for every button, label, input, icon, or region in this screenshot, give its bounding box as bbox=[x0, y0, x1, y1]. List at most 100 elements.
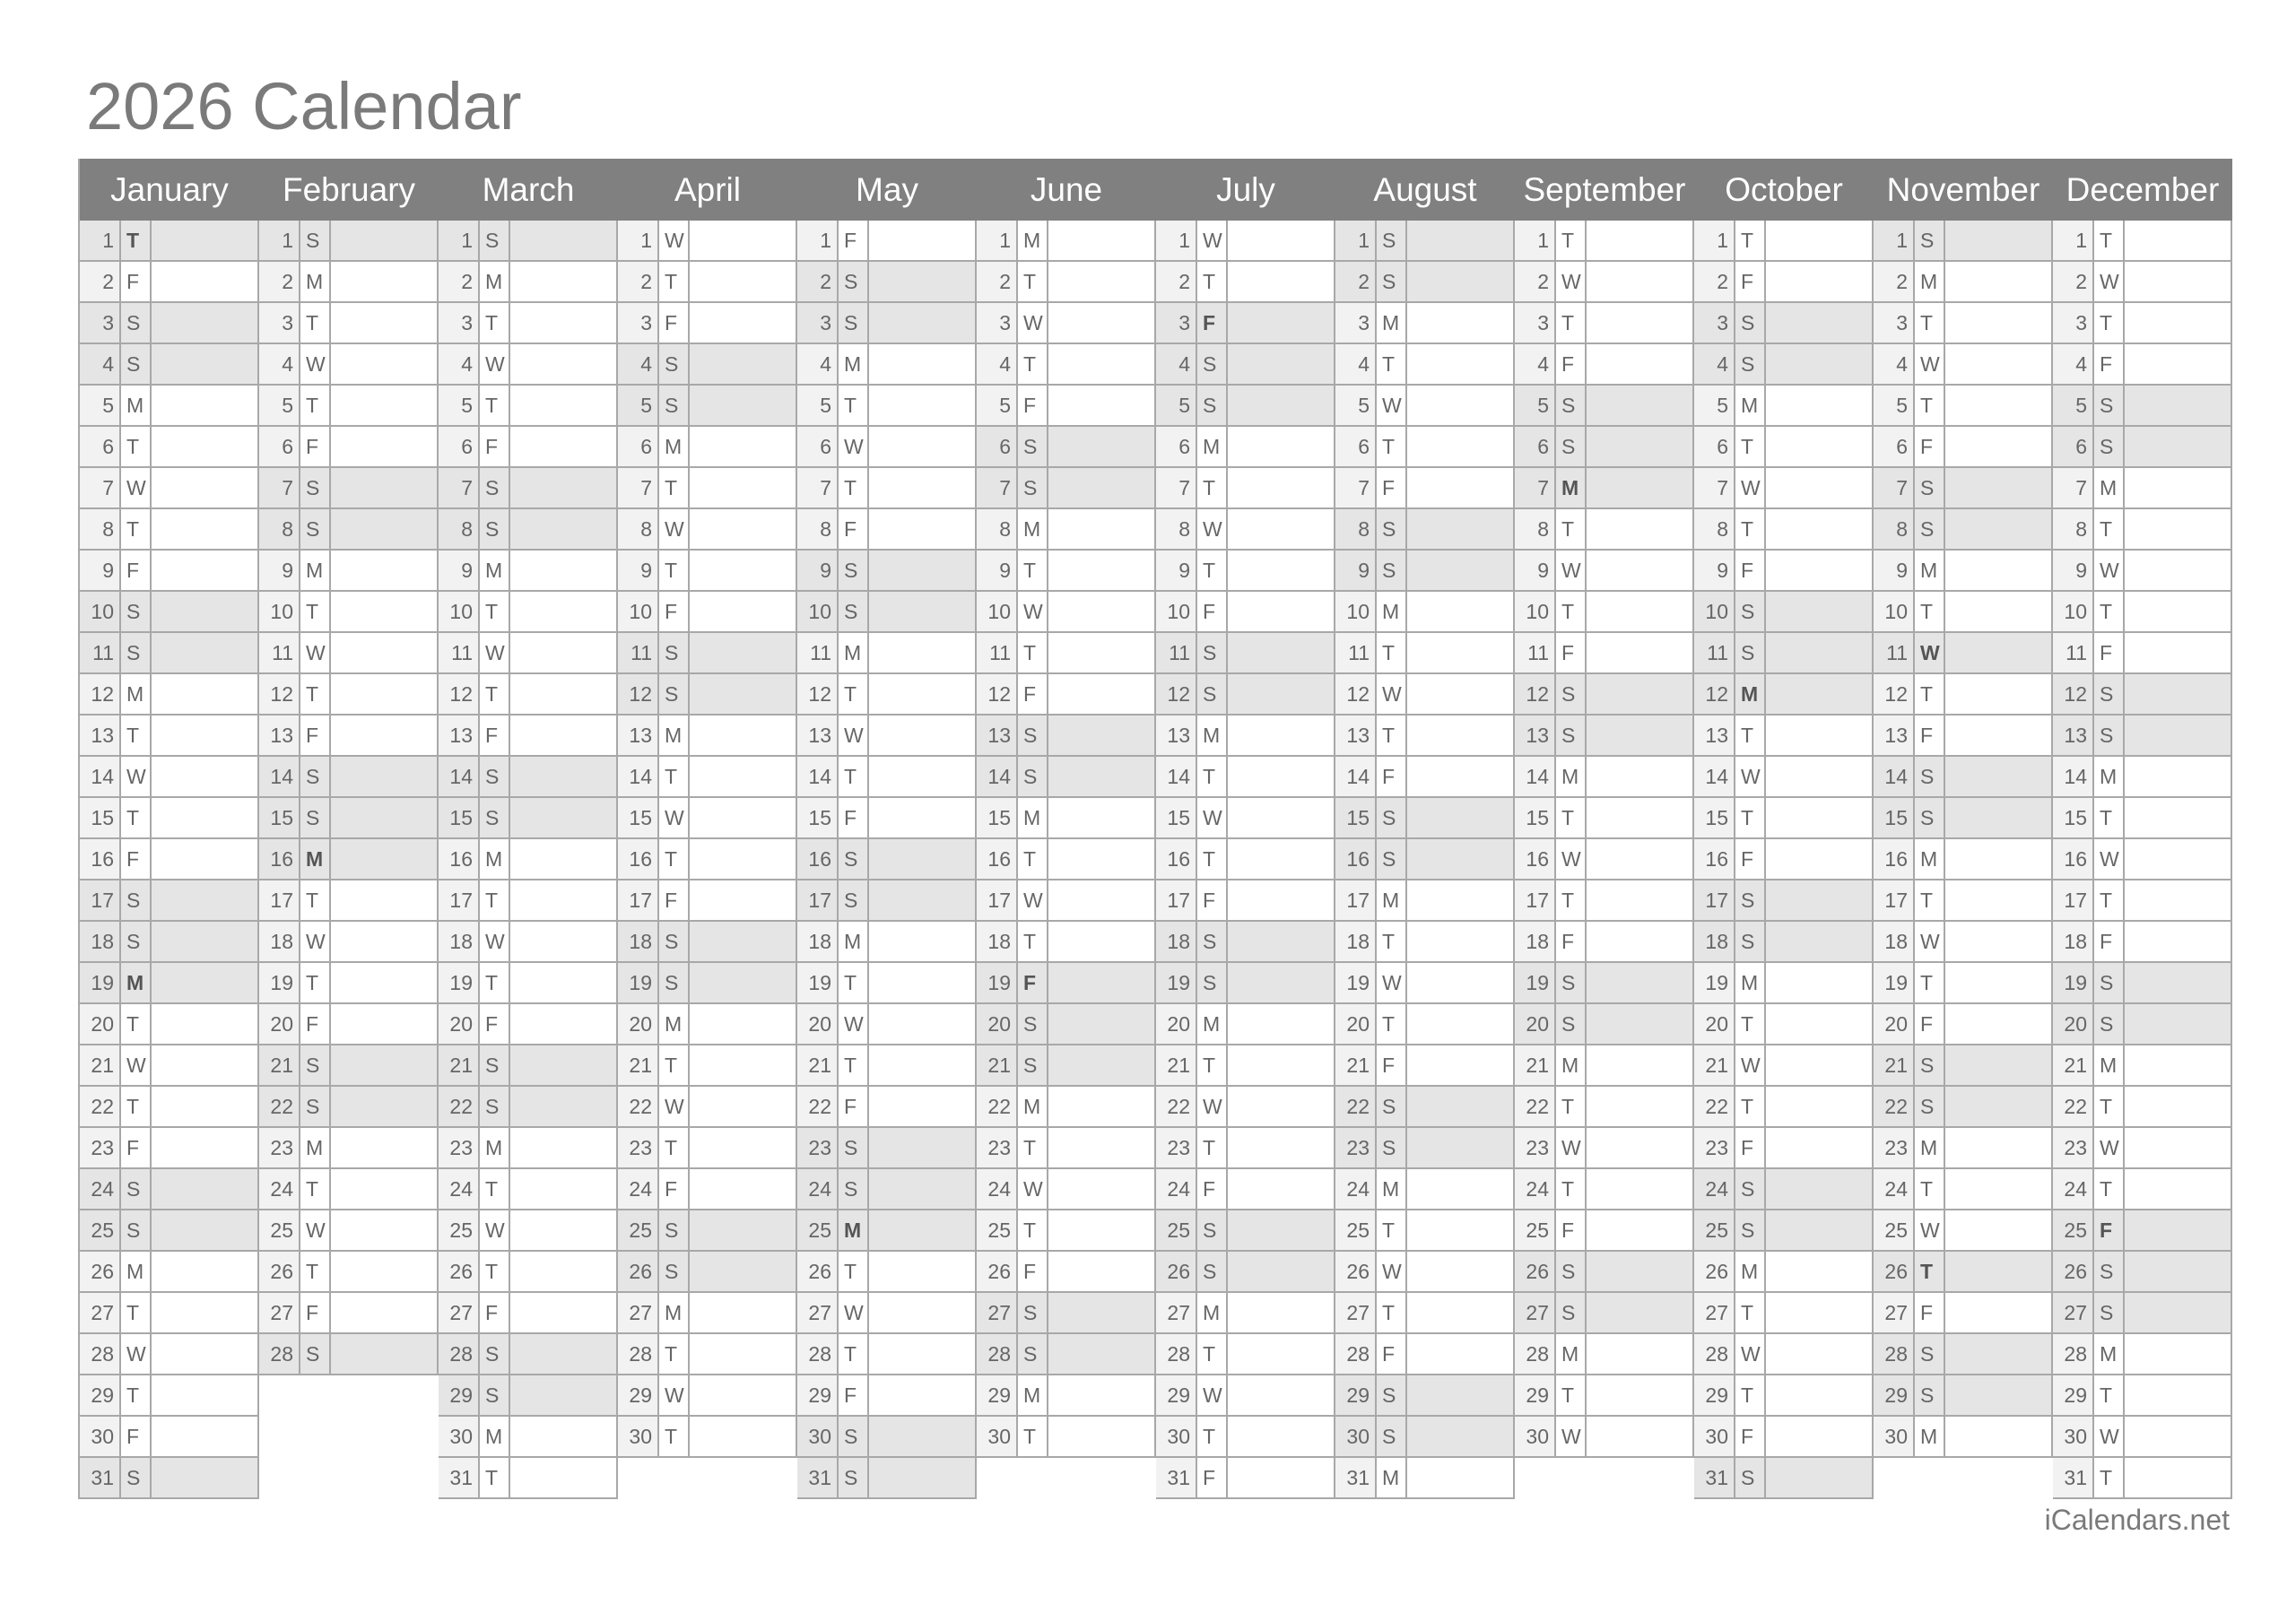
note-cell bbox=[1407, 303, 1513, 343]
note-cell bbox=[152, 1252, 257, 1291]
weekday-letter: T bbox=[839, 1045, 869, 1085]
day-row: 15 T bbox=[1694, 798, 1874, 839]
weekday-letter: M bbox=[1915, 1128, 1945, 1167]
note-cell bbox=[1587, 1128, 1692, 1167]
day-number: 13 bbox=[1515, 716, 1556, 755]
day-number: 24 bbox=[797, 1169, 839, 1209]
note-cell bbox=[1048, 344, 1154, 384]
note-cell bbox=[1228, 344, 1334, 384]
day-row: 29 F bbox=[797, 1375, 977, 1417]
weekday-letter: F bbox=[1197, 880, 1228, 920]
day-row: 16 M bbox=[259, 839, 439, 880]
day-number: 6 bbox=[977, 427, 1018, 466]
day-number: 21 bbox=[1874, 1045, 1915, 1085]
note-cell bbox=[510, 1087, 616, 1126]
weekday-letter: T bbox=[1915, 303, 1945, 343]
weekday-letter: W bbox=[659, 509, 690, 549]
day-number: 20 bbox=[80, 1004, 121, 1044]
note-cell bbox=[510, 468, 616, 507]
day-row: 24 T bbox=[259, 1169, 439, 1210]
day-number: 15 bbox=[2053, 798, 2094, 837]
note-cell bbox=[690, 1334, 796, 1374]
day-number: 7 bbox=[1335, 468, 1377, 507]
day-number: 22 bbox=[1335, 1087, 1377, 1126]
day-number: 28 bbox=[1335, 1334, 1377, 1374]
weekday-letter: M bbox=[121, 386, 152, 425]
day-number: 20 bbox=[1874, 1004, 1915, 1044]
day-row: 18 W bbox=[1874, 922, 2053, 963]
day-number: 12 bbox=[259, 674, 300, 714]
weekday-letter: W bbox=[839, 1004, 869, 1044]
note-cell bbox=[869, 674, 975, 714]
weekday-letter: T bbox=[1197, 839, 1228, 879]
day-number: 7 bbox=[618, 468, 659, 507]
weekday-letter: F bbox=[659, 880, 690, 920]
weekday-letter: T bbox=[480, 386, 510, 425]
day-row: 31 F bbox=[1156, 1458, 1335, 1499]
weekday-letter: F bbox=[1735, 1128, 1766, 1167]
weekday-letter: S bbox=[839, 1458, 869, 1497]
weekday-letter: T bbox=[1197, 1417, 1228, 1456]
day-number: 3 bbox=[977, 303, 1018, 343]
day-number: 10 bbox=[80, 592, 121, 631]
day-number: 1 bbox=[977, 221, 1018, 260]
day-number: 24 bbox=[618, 1169, 659, 1209]
note-cell bbox=[690, 1293, 796, 1332]
day-row: 31 S bbox=[1694, 1458, 1874, 1499]
weekday-letter: W bbox=[480, 344, 510, 384]
note-cell bbox=[331, 468, 437, 507]
note-cell bbox=[1228, 839, 1334, 879]
weekday-letter: T bbox=[2094, 1087, 2125, 1126]
day-number: 23 bbox=[439, 1128, 480, 1167]
note-cell bbox=[2125, 221, 2231, 260]
note-cell bbox=[1407, 1087, 1513, 1126]
note-cell bbox=[1945, 839, 2051, 879]
day-number: 8 bbox=[439, 509, 480, 549]
note-cell bbox=[510, 1004, 616, 1044]
weekday-letter: T bbox=[1735, 1293, 1766, 1332]
note-cell bbox=[690, 551, 796, 590]
day-row: 14 S bbox=[259, 757, 439, 798]
note-cell bbox=[1048, 798, 1154, 837]
note-cell bbox=[1407, 1252, 1513, 1291]
day-row: 13 M bbox=[1156, 716, 1335, 757]
day-row: 11 S bbox=[618, 633, 797, 674]
note-cell bbox=[1228, 880, 1334, 920]
weekday-letter: S bbox=[121, 1169, 152, 1209]
day-number: 30 bbox=[1694, 1417, 1735, 1456]
note-cell bbox=[510, 716, 616, 755]
note-cell bbox=[2125, 303, 2231, 343]
weekday-letter: S bbox=[1735, 592, 1766, 631]
day-number: 11 bbox=[2053, 633, 2094, 672]
month-column-april: April 1 W 2 T 3 F 4 S 5 S 6 M 7 T 8 W 9 T 10 F 11 S 12 S 13 M 14 T 15… bbox=[618, 159, 797, 1499]
weekday-letter: W bbox=[1377, 386, 1407, 425]
weekday-letter: W bbox=[2094, 551, 2125, 590]
note-cell bbox=[1048, 1128, 1154, 1167]
day-number: 21 bbox=[1335, 1045, 1377, 1085]
note-cell bbox=[1945, 798, 2051, 837]
note-cell bbox=[1766, 1458, 1872, 1497]
day-number: 9 bbox=[618, 551, 659, 590]
note-cell bbox=[1945, 674, 2051, 714]
day-number: 13 bbox=[797, 716, 839, 755]
day-number: 13 bbox=[1156, 716, 1197, 755]
note-cell bbox=[1587, 1087, 1692, 1126]
day-row: 19 F bbox=[977, 963, 1156, 1004]
day-row: 16 S bbox=[797, 839, 977, 880]
weekday-letter: F bbox=[121, 1417, 152, 1456]
day-row: 18 F bbox=[1515, 922, 1694, 963]
day-number: 20 bbox=[2053, 1004, 2094, 1044]
weekday-letter: M bbox=[1018, 221, 1048, 260]
day-number: 31 bbox=[1694, 1458, 1735, 1497]
weekday-letter: S bbox=[1197, 1252, 1228, 1291]
day-row: 29 S bbox=[1874, 1375, 2053, 1417]
